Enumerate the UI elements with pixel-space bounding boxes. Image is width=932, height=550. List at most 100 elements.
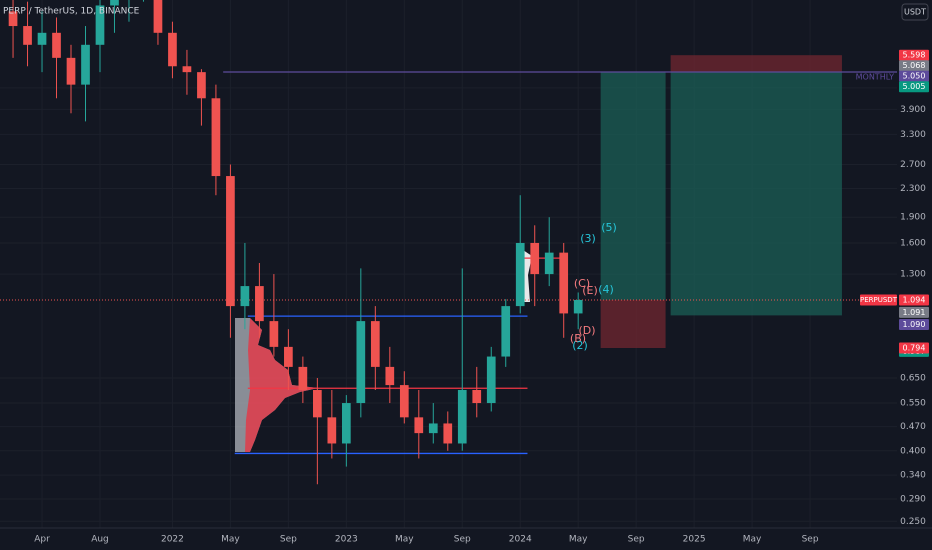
candle-body (153, 0, 163, 33)
candle-body (399, 385, 409, 418)
x-tick-label: Aug (91, 535, 109, 545)
y-tick-label: 1.900 (900, 213, 926, 223)
candle-body (66, 57, 76, 85)
candle-body (341, 403, 351, 444)
candle-body (240, 286, 250, 307)
currency-button[interactable] (901, 3, 929, 21)
wave-label: (C) (574, 277, 590, 290)
candle-body (472, 390, 482, 404)
x-tick-label: May (221, 535, 240, 545)
price-label: 1.094 (903, 295, 926, 304)
candle-body (443, 423, 453, 444)
candle-body (52, 32, 61, 58)
wave-label: (2) (572, 339, 588, 352)
candle-body (428, 423, 438, 434)
candle-body (530, 242, 540, 275)
x-tick-label: May (743, 535, 762, 545)
symbol-tag (860, 294, 897, 306)
price-label: 5.005 (903, 82, 926, 91)
candle-body (501, 306, 511, 357)
candle-body (81, 44, 90, 85)
y-tick-label: 1.600 (900, 238, 926, 248)
y-tick-label: 1.300 (900, 270, 926, 280)
x-tick-label: May (569, 535, 588, 545)
y-tick-label: 3.300 (900, 130, 926, 140)
y-tick-label: 0.250 (900, 517, 926, 527)
candle-body (255, 286, 264, 322)
position-box (600, 71, 666, 300)
candle-body (211, 98, 221, 177)
annotations: (3) (5) (4) (C)(E) (D)(B)(2) (570, 221, 617, 352)
price-label-box (899, 60, 929, 72)
candle-body (269, 321, 279, 347)
candle-body (182, 66, 192, 73)
price-label-box (899, 81, 929, 93)
x-tick-label: Sep (628, 535, 645, 545)
price-label-box (899, 49, 929, 61)
x-tick-label: May (395, 535, 414, 545)
candles (8, 0, 583, 485)
wave-label: (3) (580, 232, 596, 245)
wave-label: (D) (578, 324, 595, 337)
price-label-box (899, 294, 929, 306)
x-tick-label: Sep (802, 535, 819, 545)
x-tick-label: 2025 (683, 535, 706, 545)
price-label-box (899, 306, 929, 318)
candle-body (95, 5, 105, 45)
candle-body (559, 252, 569, 314)
x-tick-label: 2023 (335, 535, 358, 545)
position-box (670, 55, 842, 72)
price-label: 5.068 (903, 61, 926, 70)
position-boxes (600, 55, 842, 349)
wave-label: (B) (570, 332, 586, 345)
candle-body (573, 299, 583, 314)
symbol-label: PERPUSDT (860, 296, 898, 304)
candle-body (110, 0, 119, 6)
candle-body (414, 417, 424, 434)
y-tick-label: 2.700 (900, 160, 926, 170)
y-tick-label: 0.290 (900, 495, 926, 505)
price-label-box (899, 319, 929, 331)
candle-body (385, 366, 395, 386)
wave-label: (4) (598, 283, 614, 296)
candle-body (284, 346, 293, 367)
position-box (600, 299, 666, 349)
y-tick-label: 0.470 (900, 422, 926, 432)
y-tick-label: 2.300 (900, 184, 926, 194)
currency-label[interactable]: USDT (904, 8, 926, 17)
y-tick-label: 0.400 (900, 446, 926, 456)
candle-body (197, 72, 206, 99)
candle-body (226, 176, 235, 307)
wave-label: (E) (582, 284, 598, 297)
candle-body (313, 390, 322, 418)
y-tick-label: 0.340 (900, 471, 926, 481)
candle-body (8, 11, 18, 27)
price-label: 1.090 (903, 320, 926, 329)
x-tick-label: Sep (280, 535, 297, 545)
candle-body (486, 356, 496, 404)
candle-body (298, 366, 308, 391)
axes: 4.5003.9003.3002.7002.3001.9001.6001.300… (34, 49, 929, 545)
candle-body (168, 32, 177, 67)
y-tick-label: 0.650 (900, 374, 926, 384)
price-label: 5.598 (903, 51, 926, 60)
candle-body (370, 321, 380, 367)
price-label: 0.794 (903, 344, 926, 353)
position-box (670, 71, 842, 316)
candle-body (37, 32, 47, 45)
price-label-box (899, 70, 929, 82)
chart-title: PERP / TetherUS, 1D, BINANCE (3, 7, 140, 17)
y-tick-label: 0.550 (900, 399, 926, 409)
candle-body (457, 390, 467, 444)
x-tick-label: Sep (454, 535, 471, 545)
candle-body (356, 321, 366, 404)
price-label: 5.050 (903, 72, 926, 81)
x-tick-label: 2022 (161, 535, 184, 545)
level-label: MONTHLY (856, 72, 894, 81)
x-tick-label: Apr (34, 535, 50, 545)
price-label: 1.091 (903, 308, 926, 317)
wave-label: (5) (601, 221, 617, 234)
candle-body (23, 26, 32, 45)
candle-body (544, 252, 554, 275)
